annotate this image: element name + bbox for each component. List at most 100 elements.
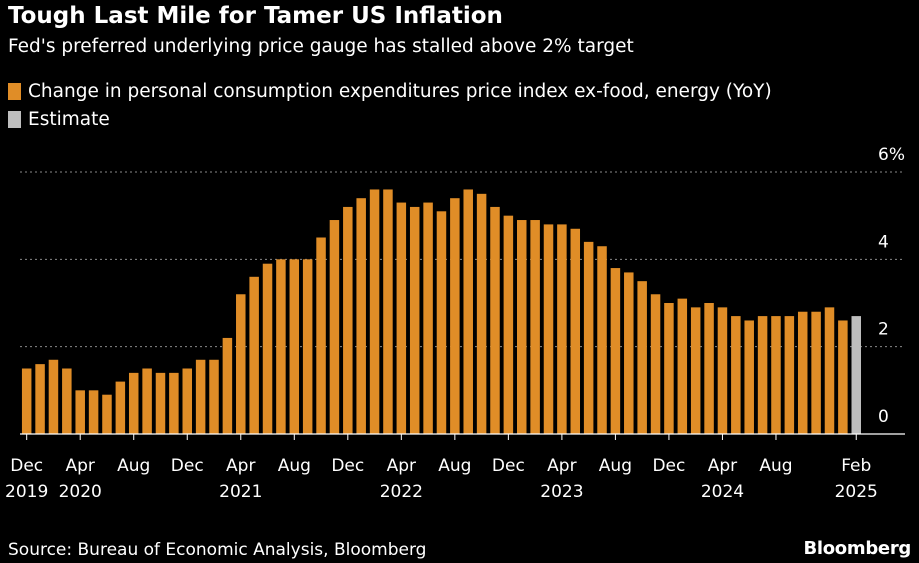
bar-chart: 0 2 4 6% Dec 2019 Apr 2020 Aug Dec Apr 2021 Aug Dec Ap… <box>5 145 905 502</box>
x-tick-label: Apr <box>65 456 94 476</box>
x-tick-label: Apr <box>547 456 576 476</box>
x-tick-year-label: 2021 <box>219 482 262 502</box>
bar <box>436 211 447 434</box>
bar <box>530 220 540 434</box>
chart-subtitle: Fed's preferred underlying price gauge h… <box>8 36 634 57</box>
bar <box>797 311 808 434</box>
bar <box>102 394 112 434</box>
legend-item-estimate: Estimate <box>8 109 110 130</box>
bar <box>624 272 634 434</box>
bar <box>249 276 259 434</box>
x-tick-label: Dec <box>492 456 525 476</box>
bar <box>356 198 366 434</box>
bar <box>450 198 460 434</box>
bar <box>75 390 85 434</box>
bar <box>396 202 407 434</box>
bar <box>316 237 326 434</box>
bar <box>771 316 781 434</box>
bar <box>409 206 420 434</box>
bar <box>757 316 768 434</box>
bar <box>476 193 487 434</box>
bar <box>597 246 607 434</box>
bar <box>262 263 273 434</box>
source-note: Source: Bureau of Economic Analysis, Blo… <box>8 540 427 560</box>
bar <box>21 368 32 434</box>
bar <box>222 337 233 434</box>
bar <box>664 303 674 434</box>
bar <box>302 259 313 434</box>
bar <box>343 206 353 434</box>
bar <box>744 320 754 434</box>
y-tick-label: 2 <box>878 320 889 340</box>
bar <box>383 189 393 434</box>
x-tick-label: Aug <box>599 456 632 476</box>
legend-label-pce: Change in personal consumption expenditu… <box>28 81 772 102</box>
bar <box>637 281 647 434</box>
y-tick-label: 6% <box>878 145 905 165</box>
bar <box>236 294 246 434</box>
bar <box>838 320 848 434</box>
chart-title: Tough Last Mile for Tamer US Inflation <box>8 3 503 29</box>
bar <box>824 307 835 434</box>
bar <box>463 189 473 434</box>
x-tick-label: Dec <box>652 456 685 476</box>
bar <box>690 307 701 434</box>
y-tick-label: 4 <box>878 232 889 252</box>
x-tick-label: Feb <box>841 456 871 476</box>
x-tick-year-label: 2023 <box>540 482 583 502</box>
bar <box>610 268 621 434</box>
bar <box>289 259 300 434</box>
bar <box>731 316 741 434</box>
x-tick-year-label: 2024 <box>701 482 744 502</box>
x-tick-year-label: 2025 <box>835 482 878 502</box>
y-tick-label: 0 <box>878 407 889 427</box>
bar <box>650 294 661 434</box>
x-tick-label: Aug <box>117 456 150 476</box>
bar <box>704 303 714 434</box>
bar <box>570 228 581 434</box>
bar <box>543 224 554 434</box>
bar <box>35 364 45 434</box>
bar <box>503 215 514 434</box>
bar <box>62 368 72 434</box>
x-tick-label: Apr <box>226 456 255 476</box>
bar <box>717 307 728 434</box>
x-tick-label: Aug <box>759 456 792 476</box>
bar <box>115 381 126 434</box>
legend-item-pce: Change in personal consumption expenditu… <box>8 81 772 102</box>
bar <box>155 372 166 434</box>
x-tick-year-label: 2019 <box>5 482 48 502</box>
bar <box>195 359 206 434</box>
x-tick-label: Dec <box>331 456 364 476</box>
x-tick-year-label: 2020 <box>59 482 102 502</box>
bar <box>784 316 795 434</box>
bar <box>517 220 527 434</box>
bar <box>128 372 139 434</box>
x-tick-label: Apr <box>387 456 416 476</box>
bar <box>329 220 340 434</box>
bar <box>276 259 286 434</box>
legend-label-estimate: Estimate <box>28 109 110 130</box>
bar <box>811 311 821 434</box>
bar <box>169 372 179 434</box>
bloomberg-logo: Bloomberg <box>803 538 911 559</box>
bar-estimate <box>851 316 861 434</box>
bar <box>88 390 99 434</box>
bar <box>369 189 380 434</box>
x-tick-label: Dec <box>171 456 204 476</box>
x-tick-label: Apr <box>708 456 737 476</box>
bar <box>557 224 567 434</box>
x-tick-label: Dec <box>10 456 43 476</box>
x-tick-label: Aug <box>278 456 311 476</box>
bar <box>423 202 433 434</box>
bar <box>209 359 219 434</box>
bar <box>583 241 594 434</box>
legend-swatch-pce <box>8 83 21 100</box>
bar <box>182 368 192 434</box>
x-tick-year-label: 2022 <box>380 482 423 502</box>
x-tick-label: Aug <box>438 456 471 476</box>
bar <box>142 368 152 434</box>
bar <box>677 298 688 434</box>
bar <box>490 206 500 434</box>
bar <box>48 359 59 434</box>
